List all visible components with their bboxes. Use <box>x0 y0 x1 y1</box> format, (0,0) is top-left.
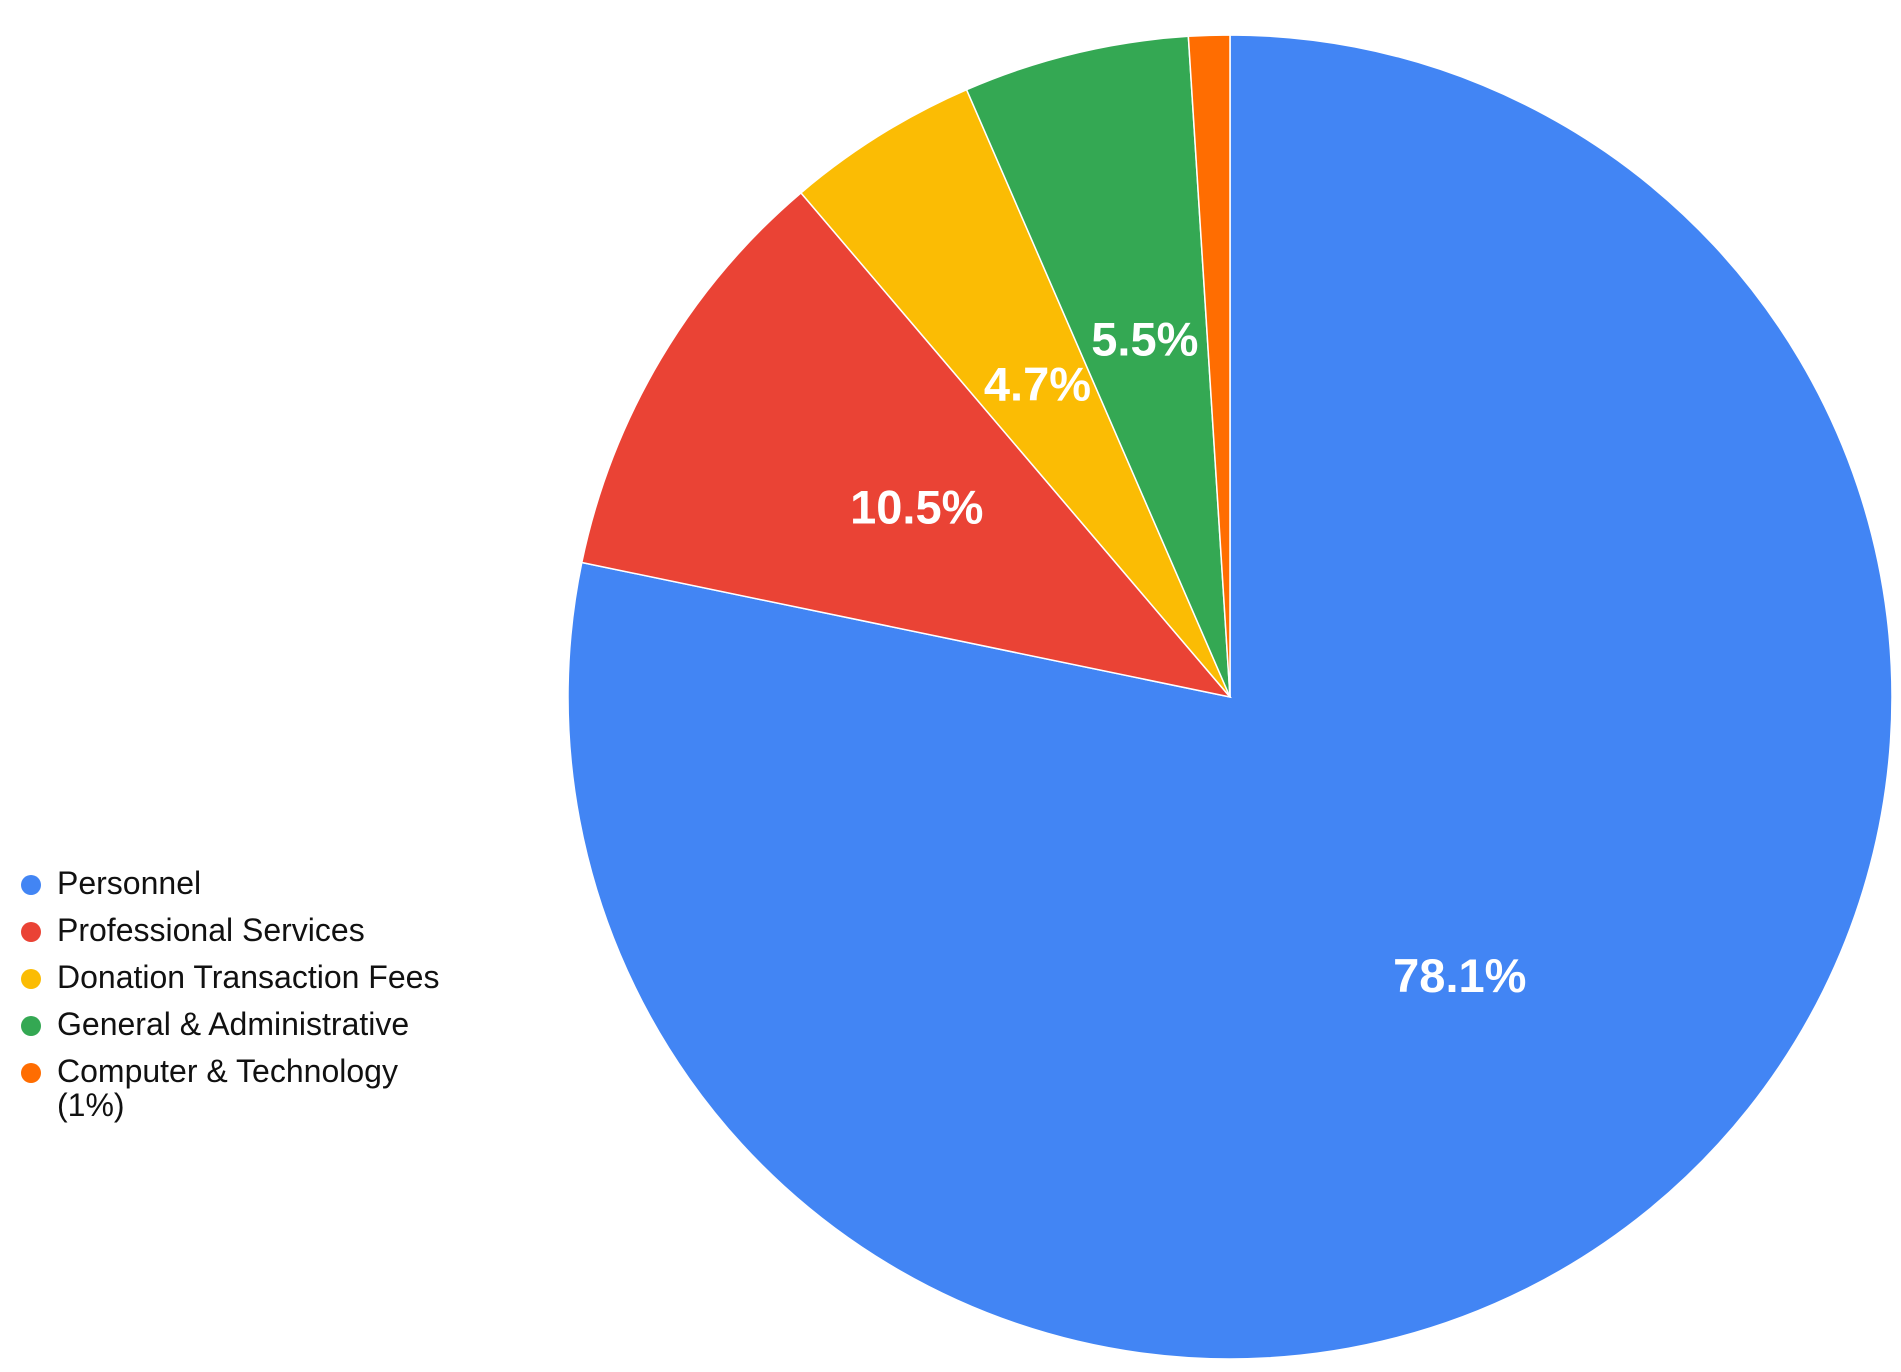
legend-item-professional-services: Professional Services <box>18 913 488 947</box>
pie-slice-general-administrative <box>965 35 1231 698</box>
pie-slice-labels: 78.1% 10.5% 4.7%5.5% <box>850 312 1526 1001</box>
data-label-donation-transaction-fees: 4.7% <box>984 357 1091 410</box>
legend-item-donation-transaction-fees: Donation Transaction Fees <box>18 960 488 994</box>
legend-label: General & Administrative <box>57 1006 410 1042</box>
data-label-general-administrative: 5.5% <box>1091 312 1198 365</box>
legend-marker-icon <box>21 1016 41 1036</box>
pie-slices <box>567 34 1893 1360</box>
legend-label: Professional Services <box>57 912 365 948</box>
legend-item-computer-technology: Computer & Technology (1%) <box>18 1054 457 1122</box>
legend-item-personnel: Personnel <box>18 866 488 900</box>
legend-item-general-administrative: General & Administrative <box>18 1007 488 1041</box>
legend-marker-icon <box>21 922 41 942</box>
legend-marker-icon <box>21 1063 41 1083</box>
pie-slice-donation-transaction-fees <box>799 88 1231 698</box>
legend-label: Donation Transaction Fees <box>57 959 440 995</box>
data-label-professional-services: 10.5% <box>850 481 983 534</box>
pie-slice-computer-technology-1 <box>1187 34 1231 698</box>
legend-label: Personnel <box>57 865 202 901</box>
data-label-personnel: 78.1% <box>1393 949 1526 1002</box>
legend-marker-icon <box>21 969 41 989</box>
chart-legend: Personnel Professional Services Donation… <box>18 866 488 1135</box>
legend-label: Computer & Technology (1%) <box>57 1053 398 1123</box>
legend-marker-icon <box>21 875 41 895</box>
pie-slice-professional-services <box>580 191 1232 699</box>
